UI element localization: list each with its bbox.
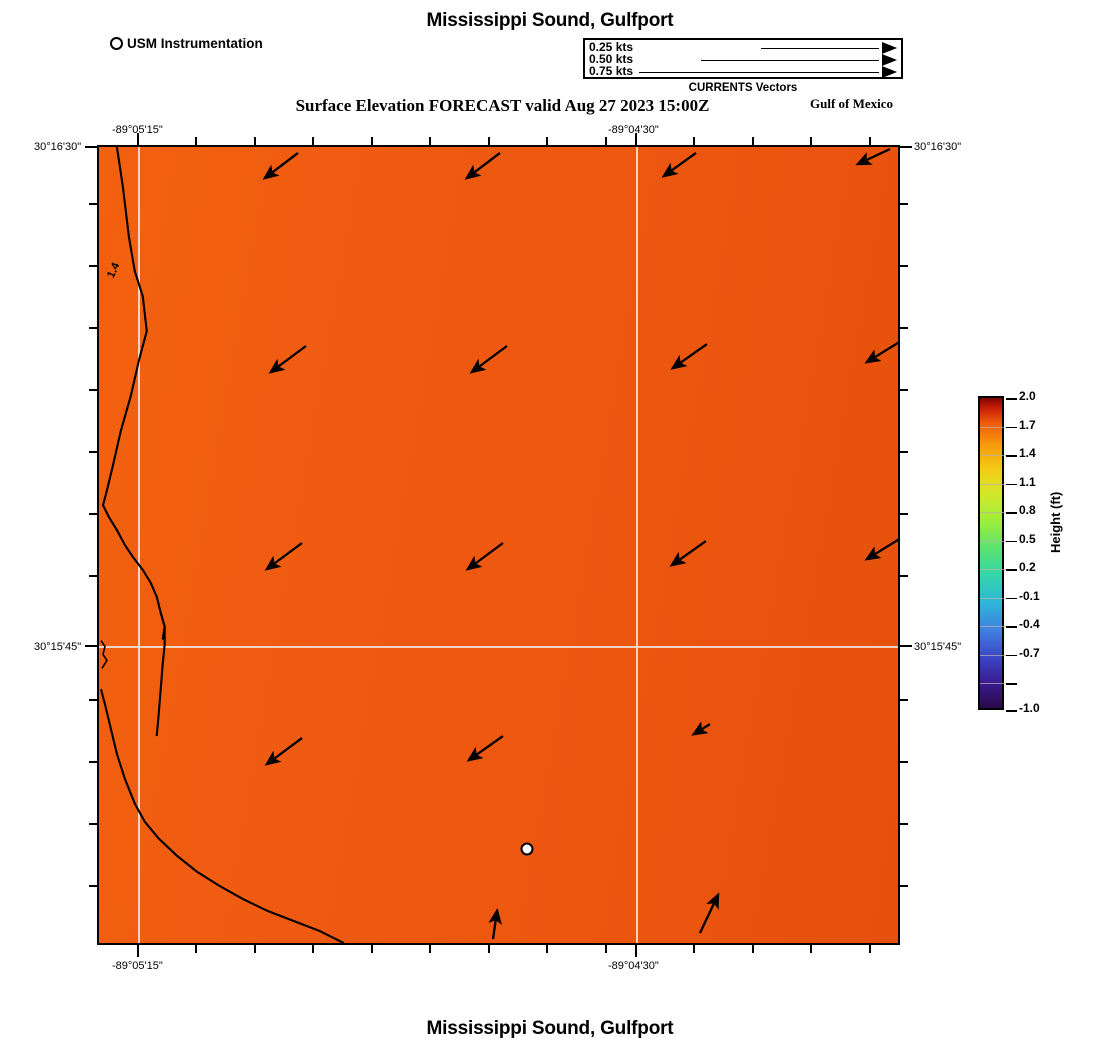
- vector-row-5: [488, 892, 720, 940]
- colorbar-gradient: [978, 396, 1017, 712]
- axis-label-lon-top-2: -89°04'30": [608, 124, 659, 136]
- colorbar-tick-label: 0.5: [1019, 531, 1036, 546]
- currents-legend-row: 0.50 kts: [585, 52, 901, 67]
- region-label: Gulf of Mexico: [810, 96, 894, 111]
- arrow-head-icon: [882, 54, 897, 66]
- arrow-shaft-icon: [639, 72, 879, 73]
- arrow-shaft-icon: [701, 60, 879, 61]
- forecast-subtitle: Surface Elevation FORECAST valid Aug 27 …: [295, 96, 710, 115]
- current-vectors-overlay: [262, 147, 898, 940]
- colorbar-tick-label: -0.4: [1019, 617, 1040, 631]
- colorbar-tick-label: 1.4: [1019, 446, 1036, 460]
- currents-legend-caption: CURRENTS Vectors: [688, 82, 798, 94]
- vector-row-3: [264, 538, 898, 571]
- currents-legend-row: 0.75 kts: [585, 64, 901, 79]
- vector-row-4: [264, 721, 711, 766]
- colorbar-tick-label: 2.0: [1019, 389, 1036, 403]
- axis-label-lat-left-1: 30°16'30": [34, 141, 82, 153]
- vector-row-1: [262, 147, 891, 180]
- axis-label-lat-left-2: 30°15'45": [34, 641, 82, 653]
- currents-legend-box: 0.25 kts 0.50 kts 0.75 kts: [583, 38, 903, 79]
- arrow-head-icon: [882, 66, 897, 78]
- footer-title: Mississippi Sound, Gulfport: [426, 1018, 674, 1039]
- arrow-shaft-icon: [761, 48, 879, 49]
- axis-label-lat-right-1: 30°16'30": [914, 141, 962, 153]
- usm-instrumentation-legend: USM Instrumentation: [110, 36, 263, 51]
- currents-legend-label: 0.75 kts: [589, 64, 634, 78]
- currents-legend-label: 0.25 kts: [589, 40, 634, 54]
- currents-legend-label: 0.50 kts: [589, 52, 634, 66]
- colorbar-tick-label: -0.7: [1019, 645, 1040, 660]
- colorbar-tick-label: -0.1: [1019, 588, 1040, 603]
- axis-label-lon-bottom-1: -89°05'15": [112, 960, 163, 972]
- colorbar-tick-label: 1.7: [1019, 417, 1036, 432]
- open-circle-icon: [110, 37, 123, 50]
- colorbar-tick-label: 0.8: [1019, 503, 1036, 517]
- currents-legend-row: 0.25 kts: [585, 40, 901, 55]
- graticule-line-lat-1: [99, 646, 898, 648]
- colorbar: 2.0 1.7 1.4 1.1 0.8 0.5 0.2 -0.1 -0.4 -0…: [978, 389, 1040, 715]
- axis-label-lon-bottom-2: -89°04'30": [608, 960, 659, 972]
- page-title: Mississippi Sound, Gulfport: [426, 10, 674, 31]
- axis-label-lat-right-2: 30°15'45": [914, 641, 962, 653]
- station-marker-usm[interactable]: [520, 842, 534, 856]
- usm-instrumentation-label: USM Instrumentation: [127, 36, 263, 51]
- colorbar-axis-title: Height (ft): [1048, 491, 1063, 553]
- colorbar-tick-label: -1.0: [1019, 701, 1040, 715]
- colorbar-tick-label: 0.2: [1019, 560, 1036, 574]
- vector-row-2: [268, 341, 898, 374]
- contour-lines: [99, 147, 345, 943]
- arrow-head-icon: [882, 42, 897, 54]
- axis-label-lon-top-1: -89°05'15": [112, 124, 163, 136]
- colorbar-tick-label: 1.1: [1019, 474, 1036, 489]
- map-plot-area[interactable]: 1.4: [97, 145, 900, 945]
- graticule-line-lon-1: [138, 147, 140, 943]
- graticule-line-lon-2: [636, 147, 638, 943]
